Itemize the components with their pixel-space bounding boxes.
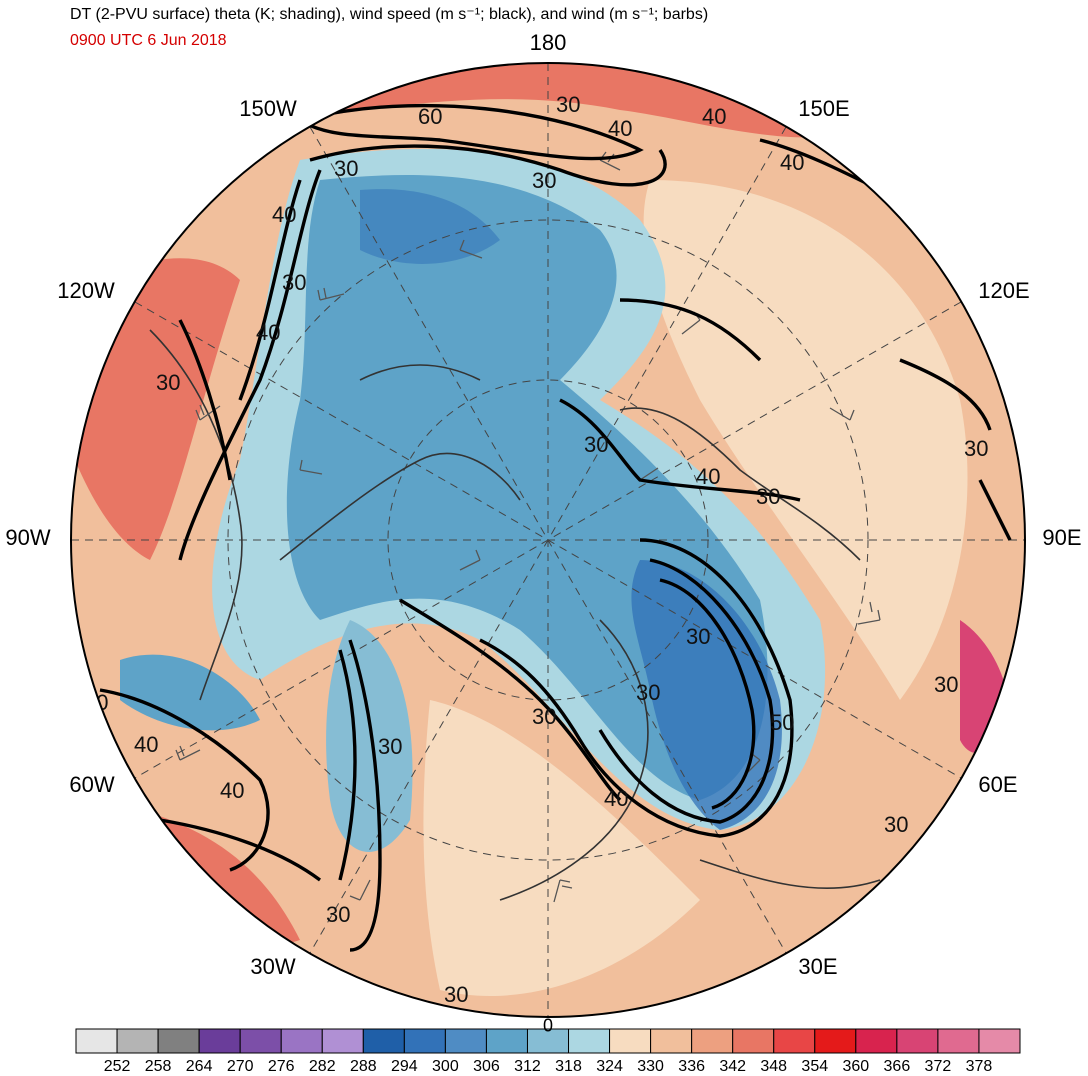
colorbar-swatch [321,1028,364,1054]
shading-deep-blue-arc [631,560,782,830]
colorbar-swatch [978,1028,1021,1054]
colorbar-swatch [814,1028,857,1054]
contour-label-20: 30 [378,734,402,759]
contour-label-24: 40 [220,778,244,803]
colorbar-tick-label: 312 [514,1058,541,1075]
colorbar-swatch [362,1028,405,1054]
contour-label-26: 30 [884,812,908,837]
contour-label-27: 30 [934,672,958,697]
contour-label-3: 40 [608,116,632,141]
colorbar-tick-label: 264 [186,1058,213,1075]
colorbar-tick-label: 252 [104,1058,131,1075]
contour-label-1: 60 [418,104,442,129]
contour-label-17: 30 [636,680,660,705]
lon-label-60w: 60W [69,772,115,797]
lon-label-90w: 90W [5,525,51,550]
contour-label-6: 30 [334,156,358,181]
lon-label-150e: 150E [798,96,850,121]
colorbar-tick-label: 372 [925,1058,952,1075]
contour-label-5: 40 [780,150,804,175]
contour-label-4: 40 [702,104,726,129]
colorbar-tick-label: 348 [760,1058,787,1075]
colorbar-tick-label: 282 [309,1058,336,1075]
shading-deep-blue-north [360,189,500,264]
colorbar-swatch [116,1028,159,1054]
colorbar-swatch [568,1028,611,1054]
colorbar-tick-label: 336 [678,1058,705,1075]
contour-label-21: 40 [604,786,628,811]
contour-label-18: 30 [532,704,556,729]
valid-time: 0900 UTC 6 Jun 2018 [70,32,227,49]
colorbar: 252 258 264 270 276 282 288 294 300 306 312 318 324 3… [75,1028,1021,1075]
lon-label-120e: 120E [978,278,1030,303]
colorbar-tick-label: 354 [801,1058,828,1075]
shading-tan-northeast [643,180,968,700]
colorbar-swatch [937,1028,980,1054]
colorbar-swatch [855,1028,898,1054]
colorbar-swatch [157,1028,200,1054]
graticule [71,63,1025,1017]
wind-speed-contours [99,103,1012,952]
colorbar-tick-label: 360 [842,1058,869,1075]
colorbar-tick-label: 300 [432,1058,459,1075]
lon-label-90e: 90E [1042,525,1082,550]
colorbar-swatch [485,1028,528,1054]
colorbar-tick-label: 378 [966,1058,993,1075]
colorbar-swatch [280,1028,323,1054]
colorbar-swatch [691,1028,734,1054]
contour-label-25: 30 [326,902,350,927]
map-boundary [70,62,1026,1018]
contour-label-12: 30 [584,432,608,457]
contour-label-16: 30 [686,624,710,649]
shading-tan-south [423,700,700,996]
contour-label-23: 40 [134,732,158,757]
contour-label-19: 50 [770,710,794,735]
contour-label-2: 30 [556,92,580,117]
colorbar-tick-label: 318 [555,1058,582,1075]
colorbar-swatch [896,1028,939,1054]
contour-label-11: 40 [256,320,280,345]
colorbar-tick-label: 366 [884,1058,911,1075]
contour-labels: 60 30 40 40 40 30 40 30 30 30 40 30 40 3… [84,92,988,1007]
lon-label-120w: 120W [57,278,115,303]
colorbar-tick-label: 288 [350,1058,377,1075]
shading-blue-labrador [120,654,260,731]
lon-label-30e: 30E [798,954,838,979]
lon-label-150w: 150W [239,96,297,121]
colorbar-tick-label: 294 [391,1058,418,1075]
colorbar-tick-label: 276 [268,1058,295,1075]
contour-label-28: 30 [444,982,468,1007]
contour-label-8: 30 [532,168,556,193]
lon-label-30w: 30W [250,954,296,979]
colorbar-tick-label: 258 [145,1058,172,1075]
contour-label-9: 30 [282,270,306,295]
contour-label-14: 30 [756,484,780,509]
colorbar-tick-label: 330 [637,1058,664,1075]
colorbar-tick-label: 306 [473,1058,500,1075]
colorbar-swatch [239,1028,282,1054]
map-title: DT (2-PVU surface) theta (K; shading), w… [70,6,709,23]
lon-label-180: 180 [529,30,567,55]
colorbar-swatch [198,1028,241,1054]
wind-barbs [175,151,881,903]
contour-label-13: 40 [696,464,720,489]
colorbar-swatch [75,1028,118,1054]
colorbar-swatch [650,1028,693,1054]
theta-shading: 60 30 40 40 40 30 40 30 30 30 40 30 40 3… [71,63,1025,1017]
colorbar-tick-label: 342 [719,1058,746,1075]
colorbar-swatch [773,1028,816,1054]
colorbar-tick-label: 324 [596,1058,623,1075]
lon-label-60e: 60E [978,772,1018,797]
contour-label-7: 40 [272,202,296,227]
colorbar-tick-label: 270 [227,1058,254,1075]
contour-label-10: 30 [156,370,180,395]
colorbar-swatch [732,1028,775,1054]
colorbar-swatch [403,1028,446,1054]
colorbar-swatch [444,1028,487,1054]
colorbar-swatch [609,1028,652,1054]
contour-label-15: 30 [964,436,988,461]
lon-label-0: 0 [542,1015,554,1036]
colorbar-swatch [526,1028,570,1054]
